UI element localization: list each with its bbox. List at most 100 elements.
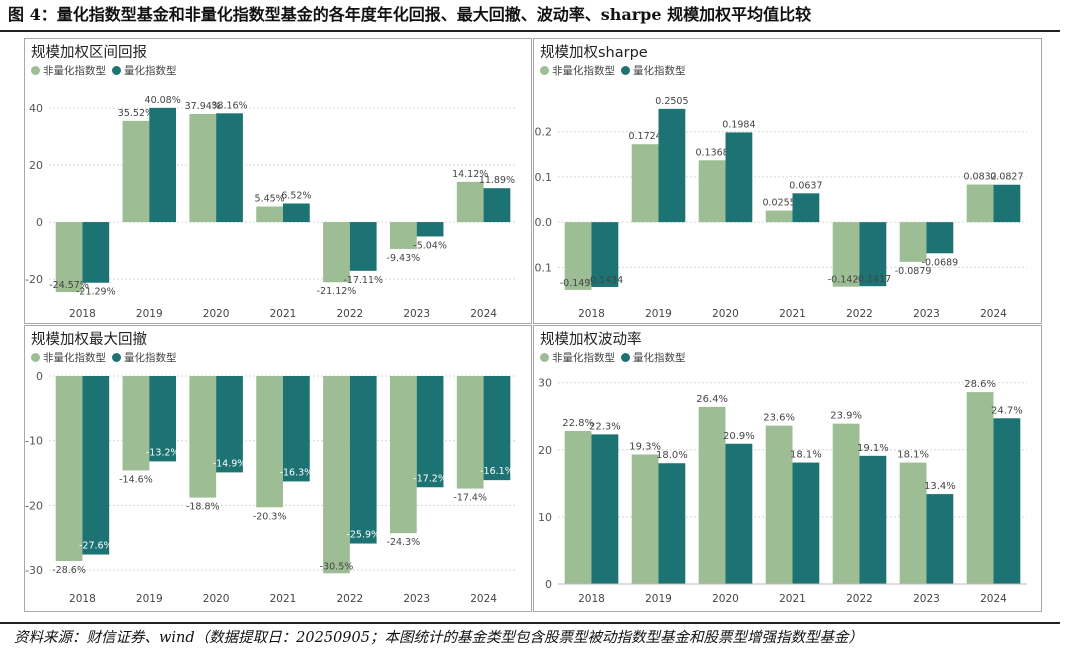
drawdown-bar-quant	[483, 376, 511, 481]
drawdown-data-label-quant: -16.1%	[480, 466, 514, 477]
volatility-data-label-quant: 18.1%	[790, 450, 822, 461]
return-xtick-label: 2023	[403, 308, 430, 320]
sharpe-bar-quant	[993, 184, 1021, 223]
legend-swatch-non-quant	[31, 66, 40, 75]
sharpe-bar-non-quant	[765, 210, 793, 223]
volatility-data-label-non-quant: 23.6%	[763, 413, 795, 424]
return-bar-quant	[216, 113, 243, 223]
sharpe-data-label-non-quant: 0.0832	[963, 172, 996, 183]
volatility-ytick-label: 10	[538, 511, 552, 524]
legend-swatch-quant	[112, 66, 121, 75]
return-ytick-label: 20	[29, 159, 43, 172]
sharpe-legend: 非量化指数型 量化指数型	[540, 63, 692, 78]
volatility-xtick-label: 2020	[712, 593, 739, 605]
return-xtick-label: 2021	[270, 308, 297, 320]
volatility-bar-non-quant	[832, 423, 860, 584]
sharpe-ytick-label: 0.1	[535, 171, 553, 184]
return-chart-title: 规模加权区间回报	[31, 45, 147, 61]
sharpe-bar-non-quant	[899, 222, 927, 262]
drawdown-xtick-label: 2023	[403, 593, 430, 605]
legend-label-quant: 量化指数型	[124, 352, 177, 364]
drawdown-panel: 规模加权最大回撤 非量化指数型 量化指数型 -30 -20 -10 0 -28.6% -2…	[24, 325, 532, 612]
drawdown-xtick-label: 2018	[69, 593, 96, 605]
sharpe-data-label-non-quant: 0.0255	[762, 198, 795, 209]
volatility-xtick-label: 2023	[913, 593, 940, 605]
drawdown-bar-quant	[82, 376, 110, 555]
return-bar-non-quant	[122, 120, 150, 223]
sharpe-bar-non-quant	[832, 222, 860, 287]
legend-item-non-quant: 非量化指数型	[31, 63, 106, 78]
sharpe-xtick-label: 2023	[913, 308, 940, 320]
sharpe-bar-quant	[591, 222, 619, 287]
legend-label-non-quant: 非量化指数型	[552, 352, 615, 364]
drawdown-xtick-label: 2022	[336, 593, 363, 605]
volatility-data-label-quant: 18.0%	[656, 450, 688, 461]
sharpe-bar-quant	[725, 132, 753, 223]
drawdown-data-label-non-quant: -18.8%	[186, 502, 220, 513]
return-bar-chart: -20 0 20 40 -24.57%-21.29% 2018 35.52% 40.08% 20…	[25, 95, 517, 320]
legend-item-non-quant: 非量化指数型	[31, 350, 106, 365]
sharpe-xtick-label: 2020	[712, 308, 739, 320]
volatility-data-label-non-quant: 28.6%	[964, 379, 996, 390]
legend-label-non-quant: 非量化指数型	[43, 65, 106, 77]
legend-swatch-quant	[112, 353, 121, 362]
return-data-label-non-quant: 5.45%	[255, 194, 285, 205]
drawdown-ytick-label: -30	[25, 564, 43, 577]
sharpe-bar-quant	[926, 222, 954, 254]
volatility-data-label-quant: 22.3%	[589, 421, 621, 432]
legend-swatch-quant	[621, 66, 630, 75]
legend-swatch-non-quant	[31, 353, 40, 362]
drawdown-data-label-quant: -27.6%	[79, 541, 113, 552]
figure-title: 图 4：量化指数型基金和非量化指数型基金的各年度年化回报、最大回撤、波动率、sh…	[8, 5, 812, 24]
return-xtick-label: 2018	[69, 308, 96, 320]
volatility-bar-quant	[993, 418, 1021, 584]
legend-label-quant: 量化指数型	[124, 65, 177, 77]
sharpe-ytick-label: 0.0	[535, 216, 553, 229]
return-data-label-non-quant: 14.12%	[452, 169, 488, 180]
sharpe-data-label-quant: -0.0689	[922, 257, 959, 268]
return-bar-non-quant	[456, 181, 484, 223]
volatility-data-label-non-quant: 19.3%	[629, 442, 661, 453]
sharpe-xtick-label: 2019	[645, 308, 672, 320]
sharpe-data-label-non-quant: 0.1724	[628, 131, 661, 142]
return-data-label-non-quant: -24.57%	[49, 280, 89, 291]
volatility-xtick-label: 2018	[578, 593, 605, 605]
legend-label-quant: 量化指数型	[633, 352, 686, 364]
sharpe-panel: 规模加权sharpe 非量化指数型 量化指数型 -0.10.00.10.2-0.…	[533, 38, 1042, 324]
sharpe-bar-non-quant	[564, 222, 592, 290]
drawdown-data-label-non-quant: -24.3%	[387, 537, 421, 548]
bottom-rule	[0, 622, 1060, 624]
return-data-label-non-quant: 35.52%	[118, 108, 154, 119]
legend-item-quant: 量化指数型	[112, 63, 177, 78]
return-xtick-label: 2020	[203, 308, 230, 320]
sharpe-data-label-quant: 0.1984	[722, 119, 755, 130]
volatility-bar-quant	[658, 463, 686, 584]
volatility-ytick-label: 0	[545, 578, 552, 591]
sharpe-data-label-non-quant: 0.1368	[695, 147, 728, 158]
sharpe-data-label-quant: 0.0827	[990, 172, 1023, 183]
volatility-bar-chart: 0 10 20 30 22.8%22.3% 2018 19.3%18.0% 2019 26.4%…	[538, 377, 1027, 605]
legend-swatch-non-quant	[540, 66, 549, 75]
legend-item-quant: 量化指数型	[621, 63, 686, 78]
return-xtick-label: 2024	[470, 308, 497, 320]
legend-label-non-quant: 非量化指数型	[43, 352, 106, 364]
sharpe-bar-quant	[859, 222, 887, 287]
drawdown-data-label-non-quant: -30.5%	[320, 561, 354, 572]
volatility-bar-non-quant	[564, 431, 592, 584]
drawdown-data-label-quant: -25.9%	[346, 530, 380, 541]
drawdown-data-label-quant: -13.2%	[146, 447, 180, 458]
volatility-bar-quant	[792, 462, 820, 584]
volatility-ytick-label: 30	[538, 377, 552, 390]
sharpe-data-label-non-quant: -0.1428	[828, 275, 865, 286]
drawdown-bar-chart: -30 -20 -10 0 -28.6% -27.6% 2018 -14.6% -13.2% 20…	[25, 370, 517, 605]
drawdown-xtick-label: 2020	[203, 593, 230, 605]
return-data-label-quant: 11.89%	[479, 175, 515, 186]
return-bar-non-quant	[55, 222, 83, 293]
drawdown-data-label-quant: -14.9%	[213, 458, 247, 469]
sharpe-data-label-quant: 0.0637	[789, 180, 822, 191]
sharpe-chart-title: 规模加权sharpe	[540, 45, 648, 61]
return-ytick-label: -20	[25, 273, 43, 286]
return-data-label-non-quant: -9.43%	[387, 253, 421, 264]
volatility-data-label-quant: 13.4%	[924, 481, 956, 492]
drawdown-data-label-non-quant: -28.6%	[52, 565, 86, 576]
